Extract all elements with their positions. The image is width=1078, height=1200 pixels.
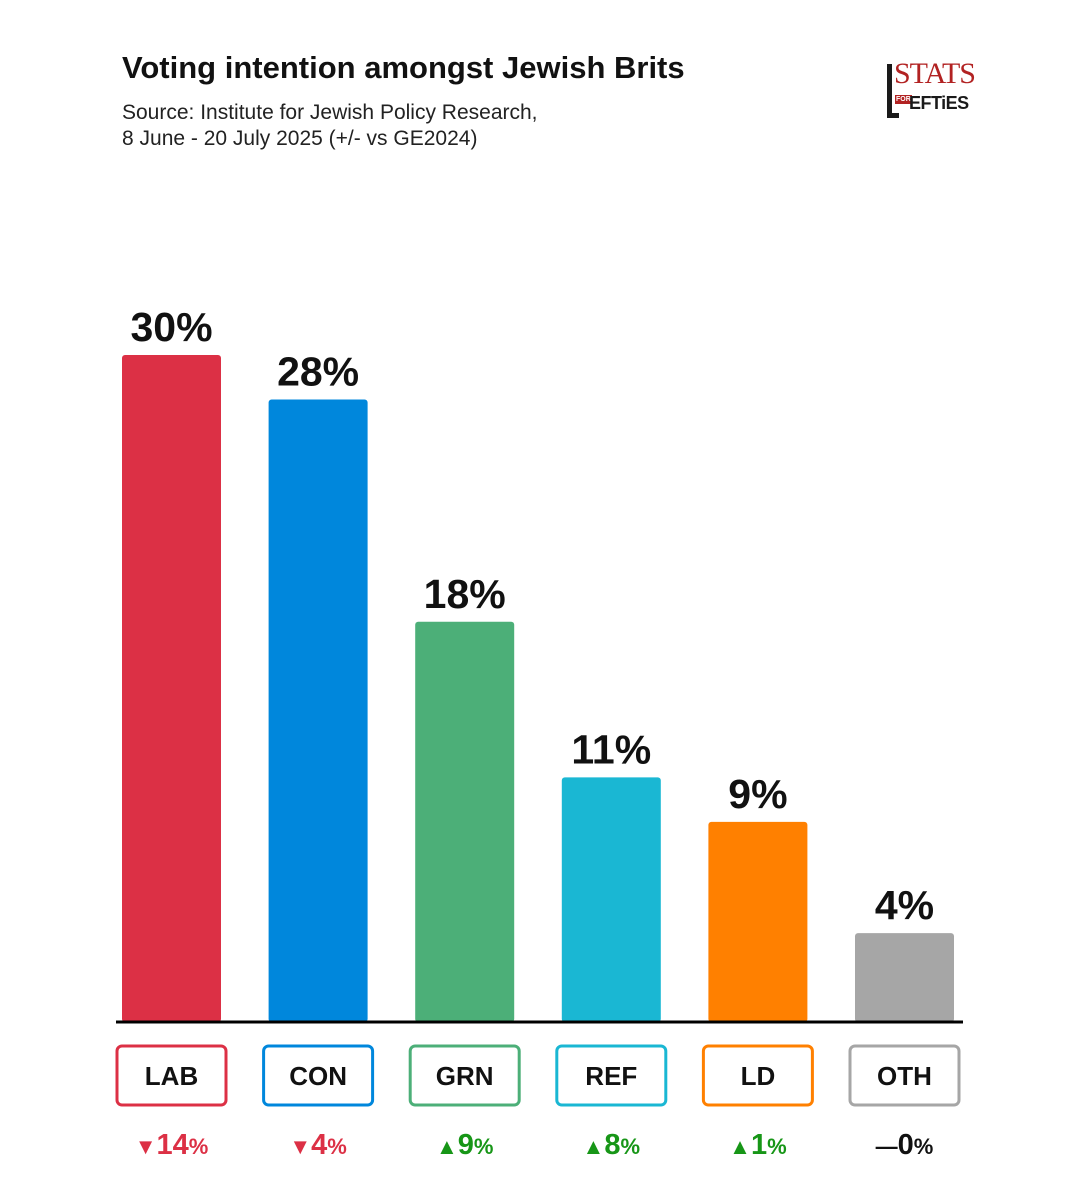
category-box-lab — [115, 1044, 228, 1107]
value-label-ld: 9% — [728, 771, 787, 817]
logo-text-stats: STATS — [894, 57, 976, 90]
logo-text-for: FOR — [895, 95, 912, 104]
change-value-oth: 0 — [898, 1129, 914, 1161]
change-marker-con: ▼ — [289, 1134, 311, 1159]
chart-subtitle-line-1: Source: Institute for Jewish Policy Rese… — [122, 101, 538, 124]
category-label-lab: LAB — [145, 1061, 198, 1091]
logo-text-efties: EFTiES — [909, 93, 969, 113]
change-label-oth: —0% — [876, 1129, 934, 1161]
logo-l-stem — [887, 64, 892, 118]
change-marker-grn: ▲ — [436, 1134, 458, 1159]
bar-oth — [855, 933, 954, 1022]
category-label-ref: REF — [585, 1061, 637, 1091]
change-unit-grn: % — [474, 1134, 494, 1159]
change-marker-ref: ▲ — [583, 1134, 605, 1159]
change-label-ref: ▲8% — [583, 1129, 640, 1161]
stats-for-lefties-logo: STATS FOR EFTiES — [883, 57, 976, 122]
bar-grn — [415, 621, 515, 1022]
change-value-con: 4 — [311, 1129, 327, 1161]
change-label-lab: ▼14% — [135, 1129, 209, 1161]
change-unit-oth: % — [914, 1134, 934, 1159]
value-label-ref: 11% — [571, 726, 651, 772]
bar-ld — [708, 821, 808, 1022]
value-label-oth: 4% — [875, 882, 934, 928]
category-box-con — [262, 1044, 375, 1107]
change-label-ld: ▲1% — [729, 1129, 786, 1161]
category-label-grn: GRN — [436, 1061, 494, 1091]
change-label-grn: ▲9% — [436, 1129, 493, 1161]
change-marker-ld: ▲ — [729, 1134, 751, 1159]
change-value-ld: 1 — [751, 1129, 767, 1161]
change-unit-con: % — [327, 1134, 347, 1159]
category-label-ld: LD — [741, 1061, 776, 1091]
change-label-con: ▼4% — [289, 1129, 346, 1161]
value-label-con: 28% — [277, 348, 359, 394]
value-label-lab: 30% — [130, 304, 212, 350]
logo-l-foot — [887, 113, 899, 118]
chart-title: Voting intention amongst Jewish Brits — [122, 50, 685, 85]
bar-con — [268, 399, 368, 1022]
change-unit-ref: % — [620, 1134, 640, 1159]
bar-ref — [561, 777, 661, 1022]
change-unit-ld: % — [767, 1134, 787, 1159]
category-box-grn — [408, 1044, 521, 1107]
bar-lab — [122, 355, 221, 1022]
change-value-lab: 14 — [156, 1129, 188, 1161]
change-marker-oth: — — [876, 1134, 898, 1159]
change-value-grn: 9 — [458, 1129, 474, 1161]
category-label-con: CON — [289, 1061, 347, 1091]
value-label-grn: 18% — [424, 571, 506, 617]
change-marker-lab: ▼ — [135, 1134, 157, 1159]
category-label-oth: OTH — [877, 1061, 932, 1091]
chart-subtitle-line-2: 8 June - 20 July 2025 (+/- vs GE2024) — [122, 127, 478, 150]
change-value-ref: 8 — [604, 1129, 620, 1161]
category-box-oth — [848, 1044, 961, 1107]
change-unit-lab: % — [189, 1134, 209, 1159]
category-box-ref — [555, 1044, 668, 1107]
category-box-ld — [701, 1044, 814, 1107]
